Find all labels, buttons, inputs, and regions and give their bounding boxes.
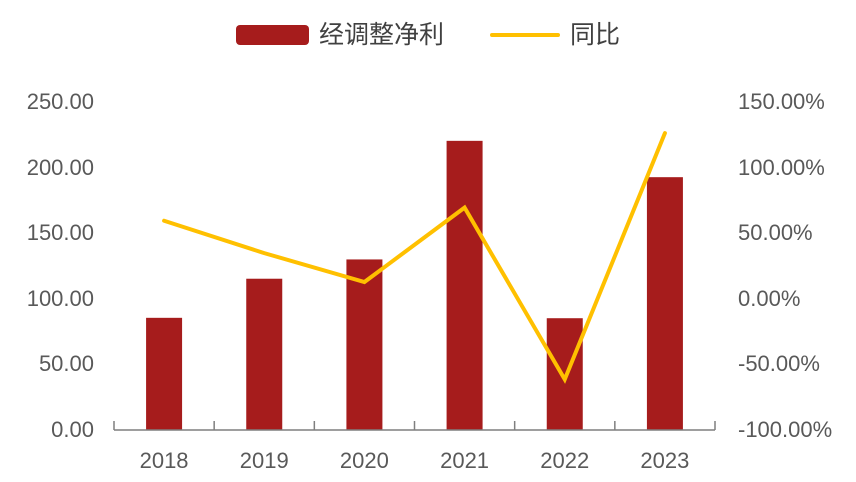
bar-2021 xyxy=(446,140,483,430)
right-axis-tick-label: 0.00% xyxy=(738,285,801,311)
left-axis-tick-label: 200.00 xyxy=(26,154,94,180)
left-axis-tick-label: 100.00 xyxy=(26,285,94,311)
x-axis-category-label: 2018 xyxy=(139,448,189,473)
x-axis-category-label: 2021 xyxy=(440,448,490,473)
right-axis-tick-label: 50.00% xyxy=(738,220,813,246)
right-axis-tick-label: -100.00% xyxy=(738,417,833,442)
x-axis-category-label: 2020 xyxy=(339,448,389,473)
legend-item-line-series: 同比 xyxy=(490,20,620,50)
bar-2020 xyxy=(346,259,383,430)
left-axis-tick-label: 50.00 xyxy=(38,351,94,377)
x-axis-category-label: 2022 xyxy=(540,448,590,473)
left-axis-tick-label: 150.00 xyxy=(26,220,94,246)
bar-2018 xyxy=(146,317,183,430)
right-axis-tick-label: 150.00% xyxy=(738,89,825,114)
yoy-line xyxy=(162,131,667,384)
bar-2019 xyxy=(246,278,283,430)
bar-series-label: 经调整净利 xyxy=(318,21,444,49)
left-axis-tick-label: 250.00 xyxy=(26,89,94,114)
legend: 经调整净利 同比 xyxy=(0,20,856,50)
bar-2023 xyxy=(646,177,683,430)
left-axis-tick-label: 0.00 xyxy=(51,417,94,442)
right-axis-tick-label: -50.00% xyxy=(738,351,820,377)
legend-item-bar-series: 经调整净利 xyxy=(235,20,444,50)
line-series-label: 同比 xyxy=(570,21,621,49)
line-series-swatch xyxy=(490,33,560,37)
right-axis-tick-label: 100.00% xyxy=(738,154,825,180)
x-axis-category-label: 2019 xyxy=(239,448,289,473)
bar-series-swatch xyxy=(235,25,309,45)
x-axis-category-label: 2023 xyxy=(640,448,690,473)
